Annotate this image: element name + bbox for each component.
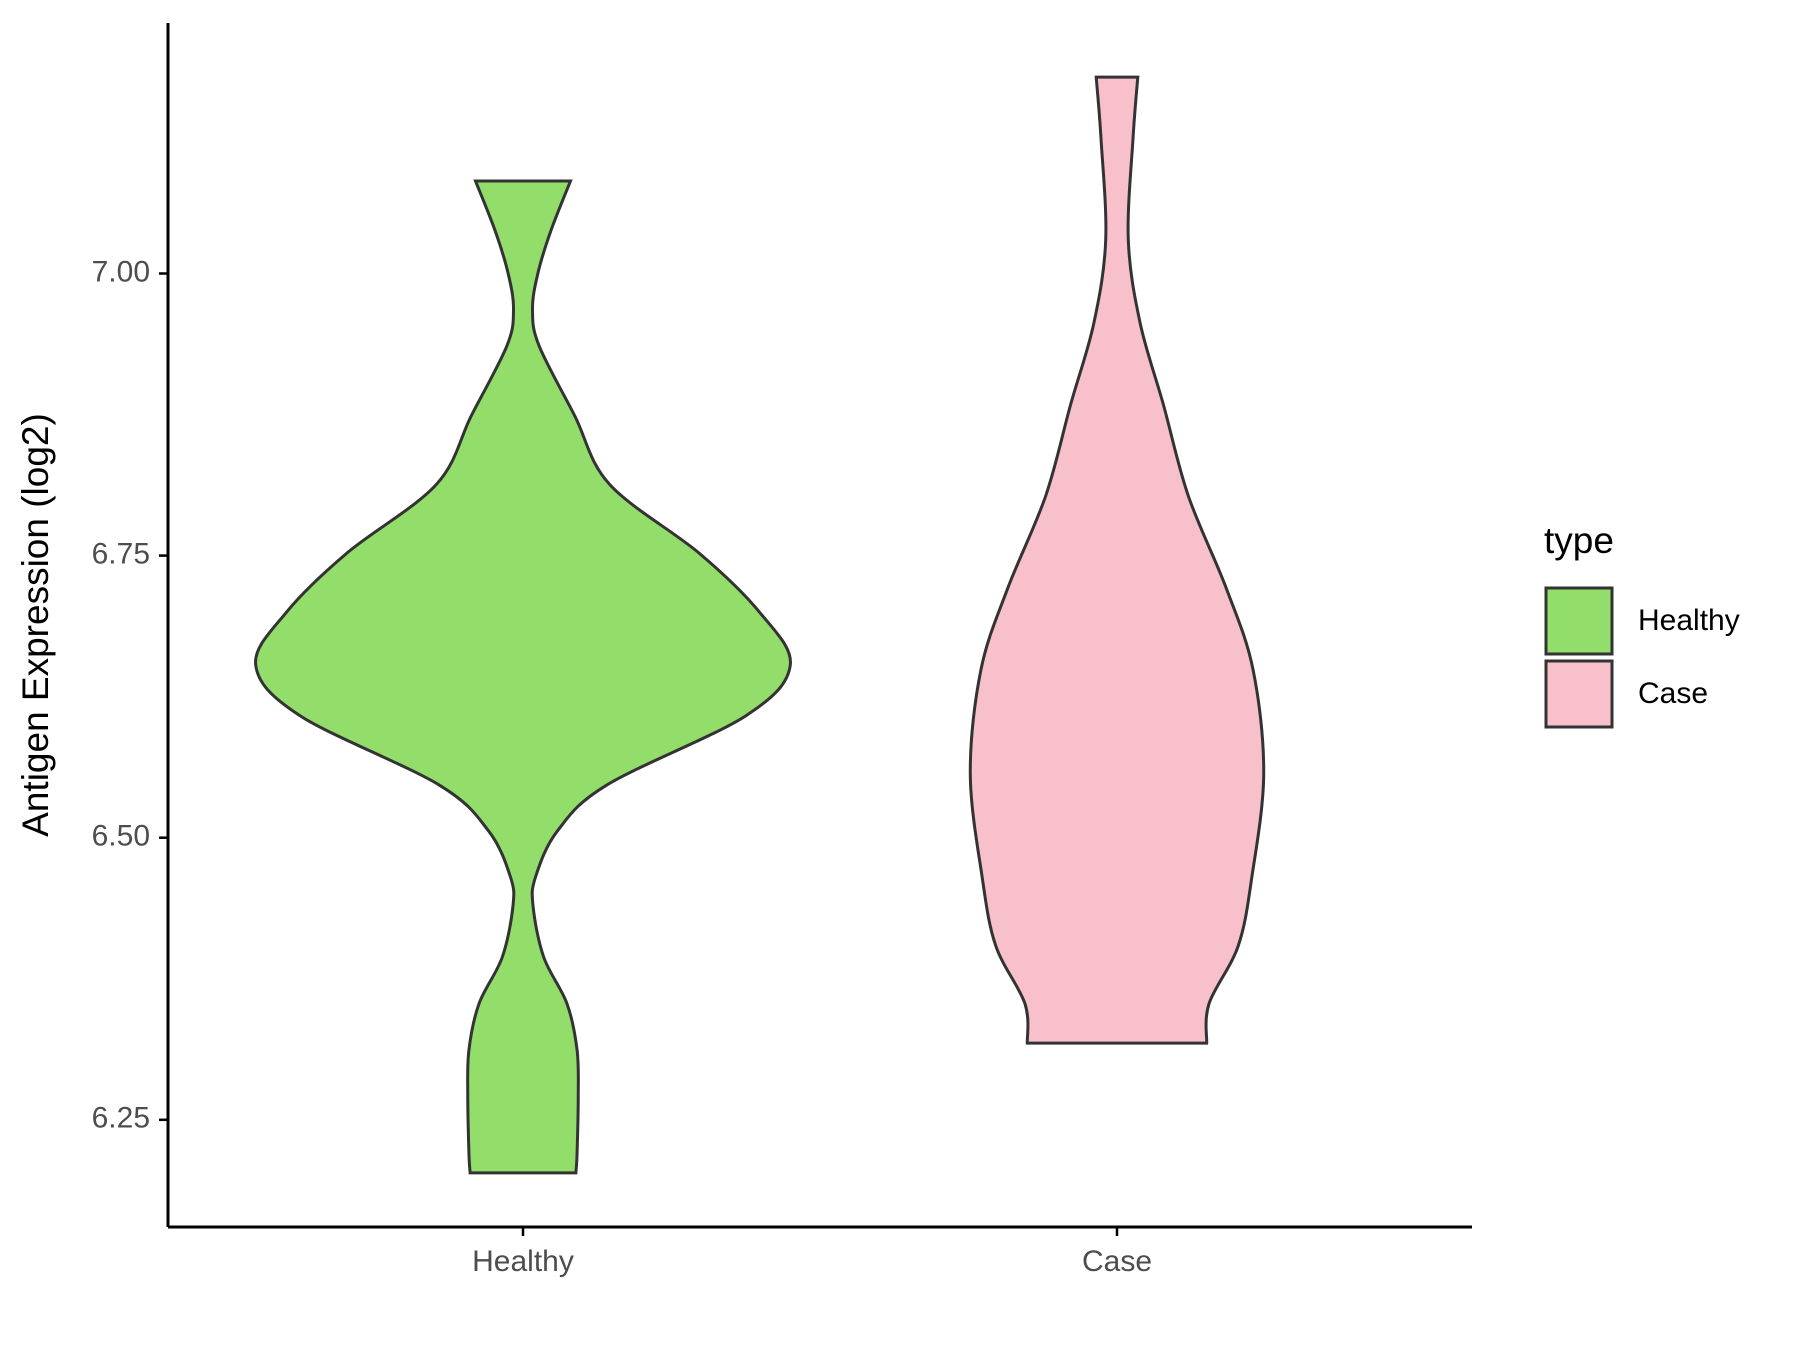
x-tick-label: Case: [1082, 1245, 1152, 1278]
x-tick-label: Healthy: [472, 1245, 574, 1278]
y-axis-label: Antigen Expression (log2): [15, 413, 56, 837]
legend-label: Case: [1638, 677, 1708, 710]
y-tick-label: 6.75: [92, 538, 150, 571]
violin: [968, 75, 1266, 1045]
y-tick-label: 7.00: [92, 255, 150, 288]
violin: [254, 179, 792, 1175]
legend-key: [1544, 659, 1614, 729]
y-tick-label: 6.50: [92, 820, 150, 853]
legend-label: Healthy: [1638, 604, 1740, 637]
legend-title: type: [1544, 520, 1614, 561]
legend-key: [1544, 586, 1614, 656]
y-tick-label: 6.25: [92, 1102, 150, 1135]
